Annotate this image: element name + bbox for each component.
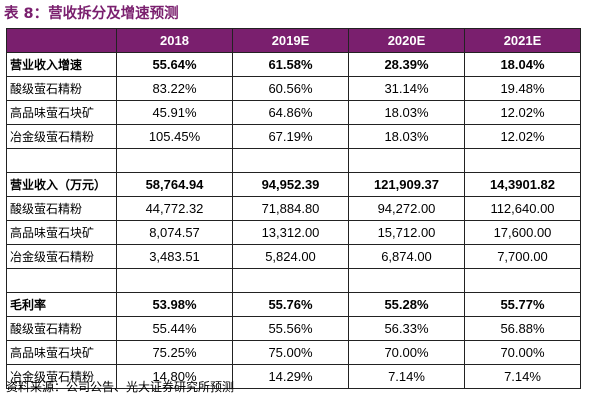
- revenue-product-1-value-2021e: 112,640.00: [464, 196, 581, 221]
- revenue-product-2-label: 高品味萤石块矿: [6, 220, 117, 245]
- gross-margin-product-3-value-2019e: 14.29%: [232, 364, 349, 389]
- spacer-cell: [116, 268, 233, 293]
- revenue-product-1-value-2018: 44,772.32: [116, 196, 233, 221]
- growth-product-3-value-2021e: 12.02%: [464, 124, 581, 149]
- gross-margin-product-1-label: 酸级萤石精粉: [6, 316, 117, 341]
- spacer-cell: [6, 148, 117, 173]
- gross-margin-product-3-row: 冶金级萤石精粉 14.80% 14.29% 7.14% 7.14%: [6, 364, 581, 389]
- gross-margin-product-1-value-2019e: 55.56%: [232, 316, 349, 341]
- growth-total-value-2019e: 61.58%: [232, 52, 349, 77]
- revenue-product-3-value-2019e: 5,824.00: [232, 244, 349, 269]
- gross-margin-product-2-value-2018: 75.25%: [116, 340, 233, 365]
- revenue-total-label: 营业收入（万元）: [6, 172, 117, 197]
- revenue-product-3-label: 冶金级萤石精粉: [6, 244, 117, 269]
- gross-margin-product-1-value-2018: 55.44%: [116, 316, 233, 341]
- spacer-cell: [348, 148, 465, 173]
- header-corner-cell: [6, 28, 117, 53]
- revenue-product-1-value-2020e: 94,272.00: [348, 196, 465, 221]
- table-title: 表 8：营收拆分及增速预测: [4, 6, 179, 22]
- gross-margin-product-2-label: 高品味萤石块矿: [6, 340, 117, 365]
- spacer-cell: [464, 268, 581, 293]
- forecast-table: 2018 2019E 2020E 2021E 营业收入增速 55.64% 61.58…: [6, 28, 581, 389]
- gross-margin-product-2-value-2019e: 75.00%: [232, 340, 349, 365]
- growth-total-row: 营业收入增速 55.64% 61.58% 28.39% 18.04%: [6, 52, 581, 77]
- spacer-cell: [232, 148, 349, 173]
- gross-margin-product-1-value-2021e: 56.88%: [464, 316, 581, 341]
- revenue-product-3-row: 冶金级萤石精粉 3,483.51 5,824.00 6,874.00 7,700.00: [6, 244, 581, 269]
- revenue-product-1-row: 酸级萤石精粉 44,772.32 71,884.80 94,272.00 112,640…: [6, 196, 581, 221]
- revenue-product-1-value-2019e: 71,884.80: [232, 196, 349, 221]
- gross-margin-total-value-2019e: 55.76%: [232, 292, 349, 317]
- revenue-product-2-value-2020e: 15,712.00: [348, 220, 465, 245]
- growth-product-2-value-2019e: 64.86%: [232, 100, 349, 125]
- gross-margin-product-3-label: 冶金级萤石精粉: [6, 364, 117, 389]
- growth-product-1-row: 酸级萤石精粉 83.22% 60.56% 31.14% 19.48%: [6, 76, 581, 101]
- growth-product-3-value-2020e: 18.03%: [348, 124, 465, 149]
- growth-product-1-value-2019e: 60.56%: [232, 76, 349, 101]
- revenue-total-value-2021e: 14,3901.82: [464, 172, 581, 197]
- gross-margin-product-2-value-2021e: 70.00%: [464, 340, 581, 365]
- spacer-cell: [6, 268, 117, 293]
- source-note: 资料来源：公司公告、光大证券研究所预测: [6, 380, 235, 394]
- growth-product-1-value-2020e: 31.14%: [348, 76, 465, 101]
- gross-margin-product-1-row: 酸级萤石精粉 55.44% 55.56% 56.33% 56.88%: [6, 316, 581, 341]
- header-year-2019e: 2019E: [232, 28, 349, 53]
- growth-product-1-value-2021e: 19.48%: [464, 76, 581, 101]
- gross-margin-product-3-value-2021e: 7.14%: [464, 364, 581, 389]
- growth-total-value-2018: 55.64%: [116, 52, 233, 77]
- revenue-product-3-value-2020e: 6,874.00: [348, 244, 465, 269]
- revenue-product-1-label: 酸级萤石精粉: [6, 196, 117, 221]
- growth-product-2-label: 高品味萤石块矿: [6, 100, 117, 125]
- growth-product-2-value-2018: 45.91%: [116, 100, 233, 125]
- revenue-total-row: 营业收入（万元） 58,764.94 94,952.39 121,909.37 14,3…: [6, 172, 581, 197]
- spacer-cell: [232, 268, 349, 293]
- spacer-cell: [464, 148, 581, 173]
- gross-margin-total-label: 毛利率: [6, 292, 117, 317]
- growth-product-3-row: 冶金级萤石精粉 105.45% 67.19% 18.03% 12.02%: [6, 124, 581, 149]
- revenue-total-value-2020e: 121,909.37: [348, 172, 465, 197]
- header-year-2021e: 2021E: [464, 28, 581, 53]
- growth-product-2-value-2020e: 18.03%: [348, 100, 465, 125]
- revenue-product-2-row: 高品味萤石块矿 8,074.57 13,312.00 15,712.00 17,600.…: [6, 220, 581, 245]
- gross-margin-product-2-row: 高品味萤石块矿 75.25% 75.00% 70.00% 70.00%: [6, 340, 581, 365]
- growth-product-3-value-2019e: 67.19%: [232, 124, 349, 149]
- gross-margin-product-3-value-2018: 14.80%: [116, 364, 233, 389]
- revenue-product-3-value-2021e: 7,700.00: [464, 244, 581, 269]
- gross-margin-total-value-2018: 53.98%: [116, 292, 233, 317]
- spacer-cell: [348, 268, 465, 293]
- revenue-product-2-value-2018: 8,074.57: [116, 220, 233, 245]
- revenue-product-3-value-2018: 3,483.51: [116, 244, 233, 269]
- gross-margin-product-3-value-2020e: 7.14%: [348, 364, 465, 389]
- gross-margin-total-row: 毛利率 53.98% 55.76% 55.28% 55.77%: [6, 292, 581, 317]
- table-body: 营业收入增速 55.64% 61.58% 28.39% 18.04% 酸级萤石精粉 83.2…: [6, 52, 581, 389]
- spacer-row: [6, 268, 581, 293]
- header-year-2020e: 2020E: [348, 28, 465, 53]
- growth-product-1-value-2018: 83.22%: [116, 76, 233, 101]
- growth-product-2-row: 高品味萤石块矿 45.91% 64.86% 18.03% 12.02%: [6, 100, 581, 125]
- growth-total-label: 营业收入增速: [6, 52, 117, 77]
- revenue-product-2-value-2021e: 17,600.00: [464, 220, 581, 245]
- growth-total-value-2021e: 18.04%: [464, 52, 581, 77]
- growth-product-3-label: 冶金级萤石精粉: [6, 124, 117, 149]
- growth-total-value-2020e: 28.39%: [348, 52, 465, 77]
- revenue-total-value-2019e: 94,952.39: [232, 172, 349, 197]
- growth-product-2-value-2021e: 12.02%: [464, 100, 581, 125]
- gross-margin-total-value-2021e: 55.77%: [464, 292, 581, 317]
- growth-product-3-value-2018: 105.45%: [116, 124, 233, 149]
- gross-margin-product-1-value-2020e: 56.33%: [348, 316, 465, 341]
- gross-margin-product-2-value-2020e: 70.00%: [348, 340, 465, 365]
- spacer-cell: [116, 148, 233, 173]
- revenue-total-value-2018: 58,764.94: [116, 172, 233, 197]
- spacer-row: [6, 148, 581, 173]
- revenue-product-2-value-2019e: 13,312.00: [232, 220, 349, 245]
- table-header-row: 2018 2019E 2020E 2021E: [6, 28, 581, 53]
- gross-margin-total-value-2020e: 55.28%: [348, 292, 465, 317]
- growth-product-1-label: 酸级萤石精粉: [6, 76, 117, 101]
- header-year-2018: 2018: [116, 28, 233, 53]
